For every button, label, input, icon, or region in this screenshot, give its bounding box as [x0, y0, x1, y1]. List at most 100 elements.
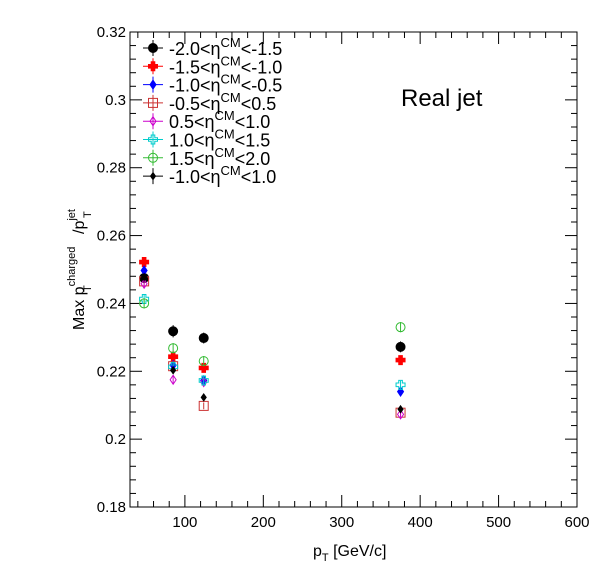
legend-label: -1.0<ηCM<1.0	[169, 163, 276, 187]
data-point	[200, 376, 208, 388]
legend-label: -1.0<ηCM<-0.5	[169, 72, 282, 96]
legend-label-post: <1.5	[235, 131, 271, 151]
x-axis-label-main: p	[313, 543, 322, 560]
x-tick-label: 300	[329, 514, 354, 531]
x-tick-label: 600	[564, 514, 589, 531]
plot-area-border	[129, 31, 578, 508]
axis-ticks: 100 200 300 400 500 600 0.18 0.2 0.22 0.24 0.26 0.2…	[97, 24, 590, 531]
x-tick-label: 400	[408, 514, 433, 531]
legend-label-pre: -1.5<η	[169, 57, 221, 77]
legend: -2.0<ηCM<-1.5-1.5<ηCM<-1.0-1.0<ηCM<-0.5-…	[143, 35, 282, 187]
legend-marker	[149, 115, 157, 127]
legend-label: -0.5<ηCM<0.5	[169, 90, 276, 114]
y-tick-label: 0.18	[97, 499, 126, 516]
legend-label-pre: 0.5<η	[169, 112, 215, 132]
legend-label-post: <-1.5	[241, 39, 283, 59]
svg-text:Max pcharged: Max pcharged	[66, 247, 88, 330]
x-axis-label-sub: T	[322, 552, 329, 564]
legend-label-sup: CM	[221, 72, 241, 87]
data-point	[170, 365, 177, 375]
y-axis-label-sup2: jet	[66, 209, 78, 222]
y-axis-label-slash: /p	[71, 221, 88, 234]
data-point	[395, 355, 406, 366]
legend-marker	[148, 43, 158, 53]
legend-label-sup: CM	[215, 108, 235, 123]
legend-label-sup: CM	[221, 53, 241, 68]
data-point	[395, 379, 406, 390]
legend-label-pre: 1.0<η	[169, 131, 215, 151]
data-point	[395, 341, 406, 352]
x-tick-label: 100	[172, 514, 197, 531]
data-point	[139, 294, 150, 305]
legend-entry-7: 1.5<ηCM<2.0	[143, 145, 270, 169]
data-point	[140, 278, 148, 290]
data-points	[139, 257, 406, 420]
data-point	[198, 333, 209, 344]
legend-label-post: <-0.5	[241, 76, 283, 96]
y-tick-label: 0.24	[97, 295, 126, 312]
legend-label-post: <0.5	[241, 94, 277, 114]
legend-marker	[148, 97, 158, 108]
y-tick-label: 0.26	[97, 228, 126, 245]
legend-marker	[149, 171, 157, 181]
legend-marker	[148, 152, 158, 163]
data-point	[141, 272, 148, 282]
x-tick-label: 500	[486, 514, 511, 531]
legend-label: 0.5<ηCM<1.0	[169, 108, 270, 132]
data-point	[396, 408, 405, 420]
x-axis-label-rest: [GeV/c]	[329, 543, 387, 560]
x-tick-label: 200	[251, 514, 276, 531]
legend-label: -2.0<ηCM<-1.5	[169, 35, 282, 59]
y-axis-label: Max pcharged T /pjet T	[66, 209, 94, 330]
data-point	[168, 343, 179, 354]
legend-entry-2: -1.5<ηCM<-1.0	[143, 53, 282, 77]
plot-frame	[129, 31, 578, 508]
x-axis-label: pT [GeV/c]	[313, 543, 386, 564]
y-tick-label: 0.3	[105, 92, 126, 109]
data-point	[395, 322, 406, 333]
legend-entry-3: -1.0<ηCM<-0.5	[143, 72, 282, 96]
legend-label-pre: 1.5<η	[169, 149, 215, 169]
data-point	[169, 374, 177, 386]
legend-label-pre: -1.0<η	[169, 167, 221, 187]
legend-label-pre: -2.0<η	[169, 39, 221, 59]
legend-label: 1.5<ηCM<2.0	[169, 145, 270, 169]
legend-label-sup: CM	[215, 127, 235, 142]
legend-label-post: <2.0	[235, 149, 271, 169]
series-8	[141, 272, 404, 414]
legend-label: -1.5<ηCM<-1.0	[169, 53, 282, 77]
data-point	[198, 375, 209, 386]
y-axis-label-sub: T	[82, 285, 94, 292]
legend-marker	[148, 134, 158, 145]
y-axis-label-sup: charged	[66, 247, 78, 287]
legend-label-pre: -1.0<η	[169, 76, 221, 96]
data-point	[139, 298, 150, 309]
y-tick-label: 0.28	[97, 160, 126, 177]
legend-label-post: <1.0	[241, 167, 277, 187]
legend-label-post: <1.0	[235, 112, 271, 132]
y-axis-label-main: Max p	[71, 286, 88, 330]
data-point	[139, 257, 150, 268]
annotation-real-jet: Real jet	[401, 85, 483, 112]
data-point	[397, 404, 404, 414]
legend-entry-1: -2.0<ηCM<-1.5	[143, 35, 282, 59]
legend-label-sup: CM	[221, 35, 241, 50]
y-tick-label: 0.2	[105, 431, 126, 448]
y-tick-label: 0.32	[97, 24, 126, 41]
data-point	[168, 326, 179, 337]
data-point	[198, 356, 209, 367]
legend-entry-4: -0.5<ηCM<0.5	[143, 90, 276, 114]
legend-label-sup: CM	[221, 90, 241, 105]
legend-entry-6: 1.0<ηCM<1.5	[143, 127, 270, 151]
legend-marker	[148, 61, 158, 72]
legend-label: 1.0<ηCM<1.5	[169, 127, 270, 151]
legend-entry-8: -1.0<ηCM<1.0	[143, 163, 276, 187]
legend-marker	[149, 79, 157, 91]
legend-entry-5: 0.5<ηCM<1.0	[143, 108, 270, 132]
legend-label-post: <-1.0	[241, 57, 283, 77]
svg-text:/pjet: /pjet	[66, 209, 88, 234]
legend-label-pre: -0.5<η	[169, 94, 221, 114]
data-point	[200, 393, 207, 402]
